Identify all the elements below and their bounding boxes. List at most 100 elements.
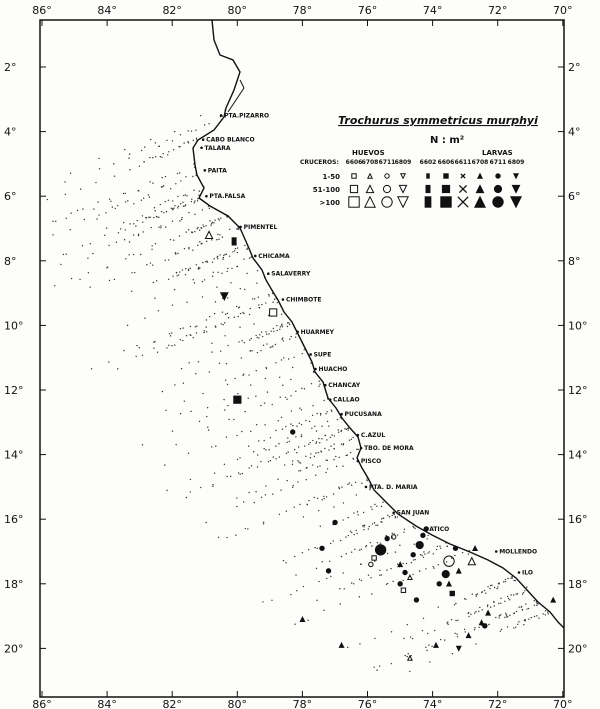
place-label: ATICO (429, 526, 449, 533)
abundance-class-label: 1-50 (322, 173, 340, 181)
station-dot (225, 362, 228, 365)
station-dot (214, 301, 217, 303)
station-dot (158, 145, 160, 148)
station-dot (431, 645, 433, 648)
station-dot (369, 542, 371, 544)
station-dot (276, 329, 278, 332)
station-dot (253, 323, 255, 325)
station-dot (166, 347, 168, 349)
station-dot (149, 138, 152, 141)
filled-circle-marker (452, 545, 459, 551)
station-dot (161, 156, 163, 158)
station-dot (165, 211, 168, 213)
station-dot (190, 200, 193, 203)
station-dot (544, 610, 547, 612)
station-dot (363, 528, 365, 531)
station-dot (212, 271, 214, 274)
station-dot (195, 264, 197, 266)
station-dot (190, 334, 192, 337)
station-dot (371, 508, 373, 511)
place-label: MOLLENDO (499, 549, 537, 556)
filled-triangle-legend-symbol (473, 195, 487, 208)
station-dot (513, 579, 515, 582)
station-dot (511, 577, 513, 579)
station-dot (160, 225, 162, 227)
station-dot (250, 465, 253, 467)
station-dot (354, 548, 356, 550)
station-dot (421, 629, 424, 632)
station-dot (162, 185, 165, 187)
station-dot (367, 528, 370, 530)
station-dot (188, 248, 190, 250)
station-dot (144, 146, 146, 148)
cruise-code: 6708 (362, 159, 379, 166)
station-dot (132, 253, 135, 256)
station-dot (313, 455, 316, 458)
station-dot (184, 204, 187, 206)
station-dot (228, 418, 230, 421)
lon-tick-label: 84° (97, 4, 117, 17)
station-dot (500, 628, 503, 631)
station-dot (150, 226, 152, 229)
station-dot (275, 362, 277, 364)
station-dot (204, 261, 207, 263)
station-dot (256, 454, 259, 456)
station-dot (206, 415, 208, 418)
lat-tick-label: 20° (568, 642, 588, 655)
station-dot (62, 253, 65, 256)
station-dot (425, 646, 427, 649)
station-dot (148, 196, 151, 198)
open-triangle-legend-symbol (363, 195, 377, 208)
station-dot (208, 207, 211, 210)
station-dot (350, 438, 353, 441)
station-dot (212, 485, 214, 488)
station-dot (426, 649, 428, 652)
station-dot (211, 351, 213, 353)
station-dot (343, 588, 345, 590)
station-dot (198, 194, 200, 196)
station-dot (318, 580, 320, 583)
station-dot (144, 317, 146, 319)
station-dot (465, 598, 467, 600)
station-dot (268, 295, 270, 297)
open-square-marker (269, 308, 278, 317)
station-dot (542, 613, 544, 615)
open-triangle-marker (406, 574, 413, 581)
station-dot (137, 233, 140, 235)
station-dot (288, 440, 291, 443)
station-dot (366, 479, 368, 482)
station-dot (369, 489, 371, 491)
station-dot (227, 404, 229, 407)
station-dot (191, 198, 193, 200)
station-dot (326, 577, 328, 580)
station-dot (197, 198, 199, 200)
station-dot (98, 168, 101, 170)
station-dot (513, 594, 515, 596)
station-dot (390, 662, 392, 665)
station-dot (197, 226, 199, 229)
station-dot (386, 552, 389, 555)
station-dot (528, 618, 530, 620)
station-dot (232, 251, 234, 253)
station-dot (184, 194, 186, 196)
filled-square-legend-symbol (441, 184, 451, 194)
station-dot (180, 218, 183, 221)
station-dot (185, 231, 187, 233)
filled-square-marker (449, 590, 455, 597)
station-dot (280, 489, 282, 491)
station-dot (480, 591, 483, 594)
filled-circle-marker (436, 581, 442, 587)
station-dot (165, 226, 167, 228)
station-dot (242, 374, 244, 377)
station-dot (194, 213, 196, 216)
station-dot (117, 232, 120, 234)
station-dot (123, 349, 125, 352)
station-dot (381, 518, 383, 520)
station-dot (413, 543, 415, 545)
station-dot (153, 207, 156, 209)
station-dot (89, 286, 91, 288)
lon-tick-label: 80° (228, 4, 248, 17)
station-dot (175, 272, 178, 274)
place-label: PISCO (361, 458, 381, 465)
station-dot (141, 354, 144, 356)
